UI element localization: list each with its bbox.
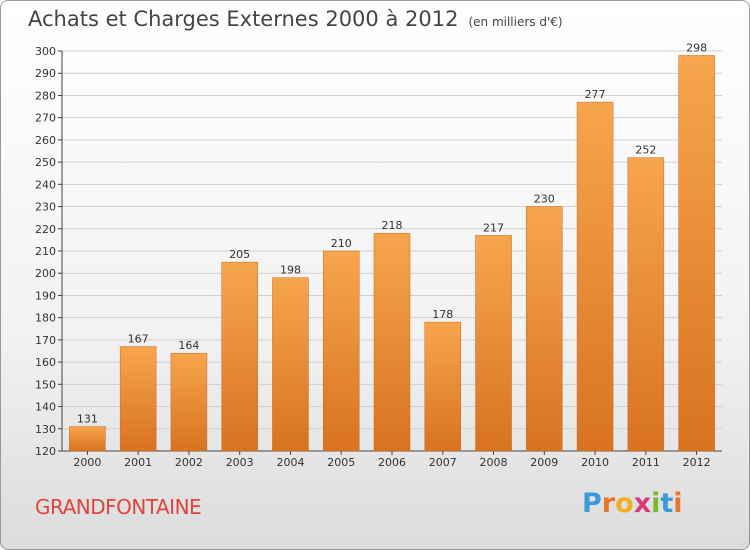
x-tick-label: 2005 [327,456,355,469]
bar [526,206,563,452]
y-tick-label: 200 [35,267,56,280]
data-label: 277 [585,88,606,101]
x-tick-label: 2000 [73,456,101,469]
bar [272,277,309,452]
data-label: 230 [534,193,555,206]
data-label: 164 [178,339,199,352]
x-tick-label: 2010 [581,456,609,469]
data-label: 218 [382,219,403,232]
y-tick-label: 170 [35,334,56,347]
data-label: 198 [280,264,301,277]
y-tick-label: 230 [35,201,56,214]
bar [475,235,512,452]
bar [576,101,614,452]
x-tick-label: 2007 [429,456,457,469]
bar [424,321,462,452]
x-tick-label: 2002 [175,456,203,469]
y-tick-label: 180 [35,312,56,325]
data-label: 217 [483,221,504,234]
logo-letter: t [660,488,674,519]
x-tick-label: 2009 [530,456,558,469]
y-tick-label: 210 [35,245,56,258]
logo-letter: o [615,488,634,519]
x-tick-label: 2011 [632,456,660,469]
x-tick-label: 2008 [480,456,508,469]
data-label: 167 [128,333,149,346]
place-name: GRANDFONTAINE [35,495,202,519]
y-tick-label: 120 [35,445,56,458]
proxiti-logo: Proxiti [582,488,683,519]
title-text: Achats et Charges Externes 2000 à 2012 [28,7,459,31]
y-tick-label: 290 [35,67,56,80]
y-tick-label: 220 [35,223,56,236]
y-tick-label: 140 [35,401,56,414]
logo-letter: i [651,488,661,519]
data-label: 205 [229,248,250,261]
data-label: 210 [331,237,352,250]
bar [678,55,715,452]
y-tick-label: 280 [35,89,56,102]
x-tick-label: 2003 [226,456,254,469]
bar [322,250,360,452]
bar [221,261,258,452]
y-tick-label: 300 [35,45,56,58]
data-label: 131 [77,413,98,426]
y-tick-label: 260 [35,134,56,147]
y-tick-label: 250 [35,156,56,169]
logo-letter: P [582,488,602,519]
bar [119,346,157,452]
logo-letter: x [633,488,652,519]
y-tick-label: 270 [35,112,56,125]
y-tick-label: 190 [35,289,56,302]
x-tick-label: 2001 [124,456,152,469]
data-label: 252 [635,144,656,157]
bar [170,352,208,452]
x-tick-label: 2004 [276,456,304,469]
y-tick-label: 150 [35,378,56,391]
x-tick-label: 2012 [683,456,711,469]
y-tick-label: 130 [35,423,56,436]
logo-letter: i [673,488,683,519]
bar [373,232,411,452]
y-tick-label: 240 [35,178,56,191]
data-label: 298 [686,41,707,54]
chart-subtitle: (en milliers d'€) [468,15,563,29]
x-tick-label: 2006 [378,456,406,469]
chart-title: Achats et Charges Externes 2000 à 2012 (e… [28,7,563,31]
bar [69,426,106,452]
y-tick-label: 160 [35,356,56,369]
data-label: 178 [432,308,453,321]
bar [627,157,665,452]
logo-letter: r [601,488,616,519]
